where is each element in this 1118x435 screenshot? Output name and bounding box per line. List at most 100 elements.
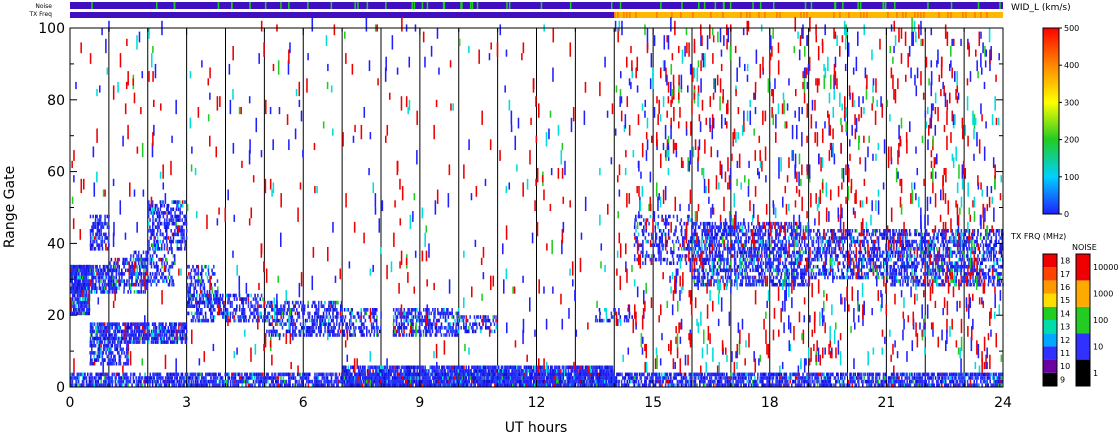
data-point xyxy=(898,247,900,251)
data-point xyxy=(805,272,807,276)
data-point xyxy=(99,326,102,330)
data-point xyxy=(753,250,755,255)
data-point xyxy=(214,272,216,276)
data-point xyxy=(976,236,978,240)
data-point xyxy=(132,254,135,258)
data-point xyxy=(776,250,778,255)
data-point xyxy=(180,326,182,330)
data-point xyxy=(156,272,158,276)
data-point xyxy=(776,268,779,273)
data-point xyxy=(973,247,975,251)
data-point xyxy=(137,340,140,344)
data-point xyxy=(247,300,250,305)
data-point xyxy=(82,304,84,308)
data-point xyxy=(825,239,828,244)
data-point xyxy=(942,261,944,265)
data-point xyxy=(177,203,180,208)
data-point xyxy=(394,311,397,316)
data-point xyxy=(933,257,936,262)
data-point xyxy=(71,268,74,273)
data-point xyxy=(131,326,133,330)
data-point xyxy=(731,243,733,247)
data-point xyxy=(674,232,676,237)
data-point xyxy=(435,333,438,337)
data-point xyxy=(793,272,796,276)
data-point xyxy=(109,358,111,362)
data-point xyxy=(320,300,323,305)
data-point xyxy=(170,247,172,251)
txfreq-strip-mark xyxy=(887,12,889,18)
data-point xyxy=(192,315,194,319)
data-point xyxy=(770,264,772,269)
data-point xyxy=(805,250,807,255)
data-point xyxy=(687,218,689,222)
data-point xyxy=(842,254,845,258)
data-point xyxy=(228,293,230,298)
data-point xyxy=(314,318,316,323)
data-point xyxy=(183,322,185,326)
data-point xyxy=(922,282,925,287)
data-point xyxy=(189,286,192,291)
data-point xyxy=(700,221,702,226)
data-point xyxy=(783,264,785,269)
data-point xyxy=(801,268,803,273)
data-point xyxy=(920,232,922,237)
data-point xyxy=(743,232,745,237)
data-point xyxy=(158,225,160,229)
data-point xyxy=(345,322,347,326)
data-point xyxy=(186,282,189,287)
data-point xyxy=(752,282,754,287)
data-point xyxy=(125,257,127,262)
data-point xyxy=(974,268,977,273)
data-point xyxy=(136,340,138,344)
txfreq-strip-mark xyxy=(848,12,850,18)
data-point xyxy=(201,268,203,273)
data-point xyxy=(653,243,656,247)
data-point xyxy=(457,311,460,316)
data-point xyxy=(776,221,779,226)
data-point xyxy=(701,275,703,280)
data-point xyxy=(733,264,736,269)
data-point xyxy=(254,293,256,298)
data-point xyxy=(302,304,304,308)
data-point xyxy=(745,250,748,255)
data-point xyxy=(435,326,438,330)
data-point xyxy=(161,247,163,251)
data-point xyxy=(839,229,841,233)
data-point xyxy=(637,232,640,237)
data-point xyxy=(724,247,727,251)
data-point xyxy=(890,236,892,240)
data-point xyxy=(791,250,794,255)
data-point xyxy=(189,304,192,308)
data-point xyxy=(797,250,799,255)
data-point xyxy=(802,225,805,229)
data-point xyxy=(107,239,110,244)
data-point xyxy=(201,264,203,269)
data-point xyxy=(940,243,942,247)
data-point xyxy=(104,329,106,334)
data-point xyxy=(743,268,746,273)
data-point xyxy=(87,300,89,305)
data-point xyxy=(175,221,177,226)
data-point xyxy=(781,247,784,251)
data-point xyxy=(163,243,166,247)
data-point xyxy=(924,250,926,255)
data-point xyxy=(217,290,219,294)
data-point xyxy=(740,239,742,244)
data-point xyxy=(834,254,837,258)
data-point xyxy=(727,268,729,273)
data-point xyxy=(686,243,689,247)
data-point xyxy=(802,268,804,273)
data-point xyxy=(91,264,93,269)
data-point xyxy=(108,322,110,326)
data-point xyxy=(179,229,181,233)
data-point xyxy=(166,207,168,212)
data-point xyxy=(710,232,712,237)
data-point xyxy=(619,315,622,319)
data-point xyxy=(140,279,143,283)
data-point xyxy=(98,354,101,359)
data-point xyxy=(689,218,691,222)
data-point xyxy=(943,257,946,262)
data-point xyxy=(174,326,176,330)
data-point xyxy=(74,268,76,273)
